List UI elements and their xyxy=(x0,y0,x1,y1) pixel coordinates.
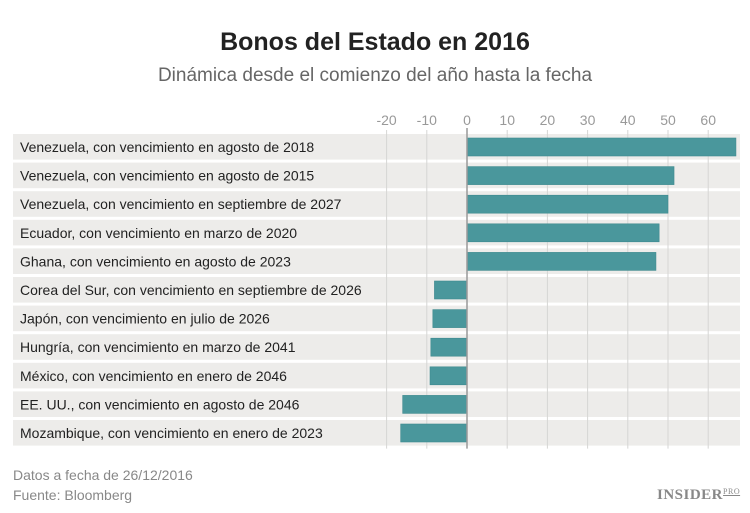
row-background xyxy=(13,277,740,303)
bar xyxy=(430,337,468,357)
x-tick-label: -20 xyxy=(376,112,396,128)
category-label: Japón, con vencimiento en julio de 2026 xyxy=(20,311,270,327)
x-tick-label: -10 xyxy=(417,112,437,128)
category-label: Ecuador, con vencimiento en marzo de 202… xyxy=(20,225,297,241)
category-label: Corea del Sur, con vencimiento en septie… xyxy=(20,282,362,298)
bar xyxy=(402,395,468,414)
bar xyxy=(400,423,468,443)
x-tick-label: 40 xyxy=(620,112,636,128)
row-background xyxy=(13,362,740,389)
category-label: Ghana, con vencimiento en agosto de 2023 xyxy=(20,253,291,269)
x-tick-label: 0 xyxy=(463,112,471,128)
category-label: EE. UU., con vencimiento en agosto de 20… xyxy=(20,396,300,412)
category-label: Venezuela, con vencimiento en agosto de … xyxy=(20,139,314,155)
row-background xyxy=(13,305,740,332)
category-label: Hungría, con vencimiento en marzo de 204… xyxy=(20,339,296,355)
category-label: Venezuela, con vencimiento en agosto de … xyxy=(20,168,314,184)
date-note: Datos a fecha de 26/12/2016 xyxy=(13,467,193,483)
source-note: Fuente: Bloomberg xyxy=(13,487,133,503)
row-background xyxy=(13,420,740,446)
bar xyxy=(466,194,669,214)
bar xyxy=(466,137,737,157)
x-tick-label: 60 xyxy=(700,112,716,128)
bar xyxy=(466,252,657,271)
bar xyxy=(432,309,468,328)
insider-pro-logo: INSIDERPRO xyxy=(657,487,741,503)
category-label: Mozambique, con vencimiento en enero de … xyxy=(20,425,323,441)
bar xyxy=(434,280,468,300)
x-tick-label: 30 xyxy=(580,112,596,128)
row-background xyxy=(13,391,740,417)
bar xyxy=(429,366,468,386)
x-tick-label: 50 xyxy=(660,112,676,128)
bar xyxy=(466,166,675,185)
chart-title: Bonos del Estado en 2016 xyxy=(220,28,530,56)
x-tick-label: 20 xyxy=(540,112,556,128)
chart-subtitle: Dinámica desde el comienzo del año hasta… xyxy=(157,65,593,86)
x-tick-label: 10 xyxy=(499,112,515,128)
row-background xyxy=(13,334,740,360)
bar xyxy=(466,223,660,243)
category-label: Venezuela, con vencimiento en septiembre… xyxy=(20,196,342,212)
category-label: México, con vencimiento en enero de 2046 xyxy=(20,368,287,384)
